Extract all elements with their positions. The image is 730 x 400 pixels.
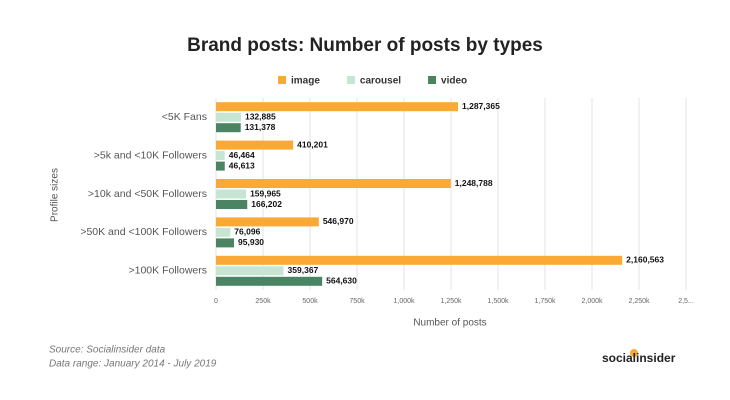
bar	[216, 140, 294, 150]
value-label: 159,965	[250, 188, 281, 198]
data-range: Data range: January 2014 - July 2019	[49, 359, 217, 370]
value-label: 564,630	[326, 276, 357, 286]
bar	[216, 238, 235, 248]
legend-label: image	[291, 76, 320, 87]
logo-dot	[630, 349, 638, 357]
bar	[216, 179, 451, 188]
bar	[216, 123, 241, 133]
bar	[216, 200, 248, 209]
x-tick-label: 250k	[255, 298, 271, 305]
bar	[216, 276, 323, 286]
x-tick-label: 500k	[302, 298, 318, 305]
value-label: 132,885	[245, 111, 276, 121]
y-tick-label: <5K Fans	[162, 111, 207, 123]
x-tick-label: 1,000k	[393, 298, 415, 305]
x-tick-label: 1,250k	[440, 298, 462, 305]
bar	[216, 189, 247, 199]
y-tick-label: >100K Followers	[129, 265, 208, 277]
bar	[216, 161, 225, 171]
x-tick-label: 2,000k	[581, 298, 603, 305]
value-label: 1,287,365	[462, 101, 500, 111]
legend-swatch	[346, 76, 355, 84]
bar	[216, 102, 459, 112]
y-tick-label: >5k and <10K Followers	[94, 149, 207, 161]
legend-label: carousel	[360, 76, 401, 87]
bar	[216, 112, 241, 122]
legend-swatch	[428, 76, 437, 84]
y-tick-label: >10k and <50K Followers	[88, 188, 207, 200]
x-axis-title: Number of posts	[413, 318, 486, 329]
bar	[216, 266, 284, 276]
value-label: 131,378	[245, 122, 276, 132]
value-label: 546,970	[323, 216, 354, 226]
value-label: 46,613	[229, 160, 255, 170]
value-label: 95,930	[238, 237, 264, 247]
value-label: 46,464	[229, 150, 255, 160]
value-label: 410,201	[297, 139, 328, 149]
bar	[216, 151, 225, 161]
y-tick-label: >50K and <100K Followers	[80, 226, 207, 238]
bar	[216, 255, 623, 265]
chart-title: Brand posts: Number of posts by types	[187, 35, 543, 56]
bar	[216, 227, 231, 237]
x-tick-label: 2,5...	[678, 298, 694, 305]
x-tick-label: 1,750k	[534, 298, 556, 305]
x-tick-label: 750k	[349, 298, 365, 305]
legend-label: video	[441, 76, 467, 87]
value-label: 76,096	[234, 227, 260, 237]
x-tick-label: 2,250k	[628, 298, 650, 305]
value-label: 166,202	[251, 199, 282, 209]
value-label: 1,248,788	[455, 178, 493, 188]
source: Source: Socialinsider data	[49, 345, 166, 356]
x-tick-label: 0	[214, 298, 218, 305]
value-label: 2,160,563	[626, 255, 664, 265]
x-tick-label: 1,500k	[487, 298, 509, 305]
bar	[216, 217, 319, 227]
legend-swatch	[278, 76, 286, 84]
y-axis-title: Profile sizes	[50, 168, 61, 222]
value-label: 359,367	[288, 265, 319, 275]
logo: socialinsider	[602, 351, 676, 365]
